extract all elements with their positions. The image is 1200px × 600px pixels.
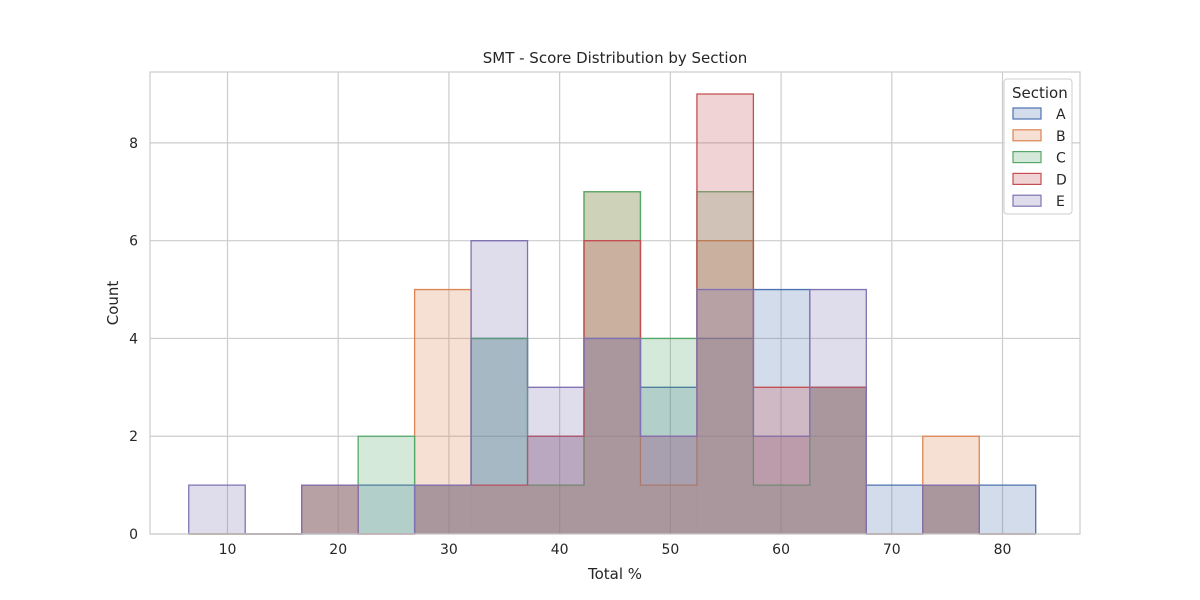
- bar-A-10: [753, 289, 810, 534]
- bar-D-13: [922, 485, 980, 534]
- legend-swatch-C: [1012, 151, 1042, 164]
- bar-A-13: [922, 485, 980, 534]
- legend-swatch-E: [1012, 194, 1042, 207]
- bar-D-9: [696, 94, 754, 534]
- y-tick-label: 2: [129, 429, 138, 445]
- bar-A-4: [414, 485, 472, 534]
- bar-A-11: [809, 387, 867, 534]
- bar-E-7: [584, 338, 641, 534]
- histogram-bars: [188, 93, 1037, 535]
- bar-C-13: [922, 485, 980, 534]
- legend-label-D: D: [1056, 172, 1067, 188]
- bar-E-10: [753, 436, 810, 534]
- bar-C-2: [301, 485, 359, 534]
- y-tick-label: 8: [129, 136, 138, 152]
- bar-D-10: [753, 387, 810, 534]
- bar-B-7: [584, 191, 641, 534]
- legend-label-E: E: [1056, 194, 1065, 210]
- x-tick-label: 70: [883, 542, 901, 558]
- x-tick-label: 50: [661, 542, 679, 558]
- bar-B-11: [809, 387, 867, 534]
- bar-A-8: [640, 387, 697, 534]
- bar-D-8: [640, 436, 697, 534]
- legend-title: Section: [1012, 84, 1068, 102]
- bar-B-6: [527, 485, 584, 534]
- legend-label-C: C: [1056, 151, 1066, 167]
- series-E: [188, 240, 1036, 535]
- y-tick-label: 4: [129, 331, 138, 347]
- y-tick-label: 0: [129, 527, 138, 543]
- bar-D-11: [809, 387, 867, 534]
- bar-B-4: [414, 289, 472, 534]
- bar-D-7: [584, 240, 641, 534]
- x-axis-label: Total %: [587, 565, 642, 583]
- bar-E-13: [922, 485, 980, 534]
- legend-label-A: A: [1056, 107, 1066, 123]
- bar-E-0: [188, 485, 246, 534]
- bar-C-11: [809, 387, 867, 534]
- bar-A-9: [696, 338, 754, 534]
- y-tick-label: 6: [129, 234, 138, 250]
- bar-C-7: [584, 191, 641, 534]
- x-tick-label: 30: [440, 542, 458, 558]
- bar-E-8: [640, 436, 697, 534]
- legend-box: [1003, 78, 1073, 215]
- bar-D-2: [301, 485, 359, 534]
- bar-D-5: [471, 485, 528, 534]
- bar-E-2: [301, 485, 359, 534]
- bar-B-8: [640, 485, 697, 534]
- legend-swatch-B: [1012, 129, 1042, 142]
- bar-E-5: [471, 240, 528, 534]
- bar-A-3: [358, 485, 415, 534]
- bar-C-3: [358, 436, 415, 534]
- x-tick-label: 40: [551, 542, 569, 558]
- bar-D-4: [414, 485, 472, 534]
- bar-C-6: [527, 485, 584, 534]
- series-D: [188, 93, 1036, 535]
- series-C: [188, 191, 1036, 535]
- bar-E-11: [809, 289, 867, 534]
- bar-C-4: [414, 485, 472, 534]
- bar-B-5: [471, 485, 528, 534]
- x-tick-labels: 10 20 30 40 50 60 70 80: [219, 542, 1012, 558]
- bar-A-12: [866, 485, 923, 534]
- bar-A-14: [979, 485, 1036, 534]
- x-tick-label: 80: [994, 542, 1012, 558]
- bar-A-5: [471, 338, 528, 534]
- y-axis-label: Count: [104, 281, 122, 326]
- x-tick-label: 60: [772, 542, 790, 558]
- chart-title: SMT - Score Distribution by Section: [483, 49, 748, 67]
- bar-B-2: [301, 485, 359, 534]
- bar-E-9: [696, 289, 754, 534]
- bar-E-6: [527, 387, 584, 534]
- y-tick-labels: 0 2 4 6 8: [129, 136, 138, 543]
- x-tick-label: 20: [329, 542, 347, 558]
- bar-C-5: [471, 338, 528, 534]
- bar-D-6: [527, 436, 584, 534]
- bar-A-7: [584, 338, 641, 534]
- legend-label-B: B: [1056, 129, 1066, 145]
- plot-frame: [149, 71, 1081, 535]
- legend-swatch-A: [1012, 107, 1042, 120]
- legend-swatch-D: [1012, 172, 1042, 185]
- x-tick-label: 10: [219, 542, 237, 558]
- bar-E-4: [414, 485, 472, 534]
- bar-C-9: [696, 191, 754, 534]
- bar-C-10: [753, 485, 810, 534]
